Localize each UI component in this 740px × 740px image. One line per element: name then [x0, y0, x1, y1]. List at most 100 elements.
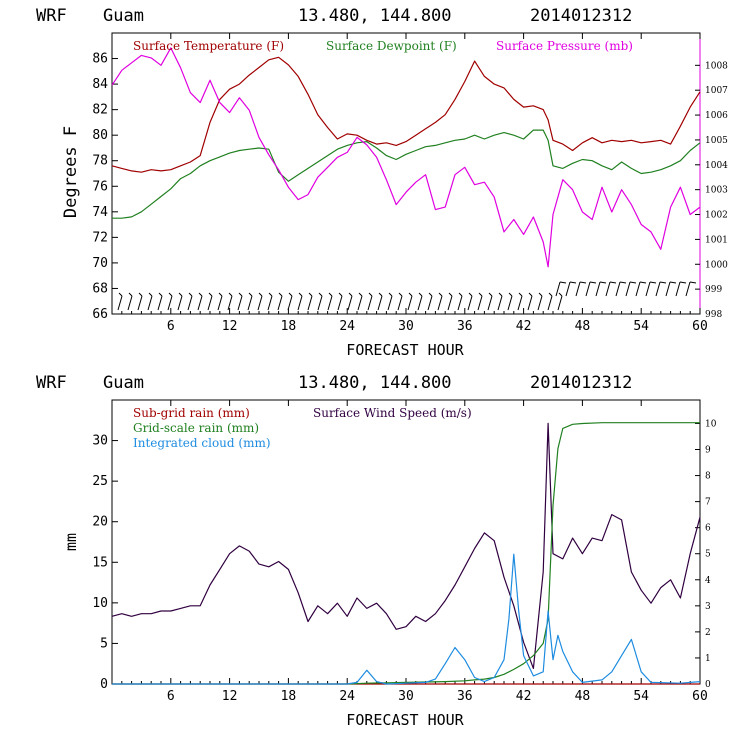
top-ytick-label-7: 80: [92, 128, 108, 143]
wind-barb-9: [207, 295, 213, 311]
bottom-y2tick-label-2: 2: [705, 628, 711, 638]
legend-surface-wind-speed: Surface Wind Speed (m/s): [313, 406, 472, 420]
wind-barb-flag-18: [298, 292, 303, 297]
top-ytick-label-0: 66: [92, 307, 108, 322]
top-y2tick-label-2: 1000: [705, 260, 728, 270]
bottom-ytick-label-5: 25: [92, 474, 108, 489]
wind-barb-late-1: [565, 281, 571, 297]
wind-barb-flag-4: [158, 292, 163, 297]
bottom-header-run: 2014012312: [530, 373, 632, 393]
bottom-y2tick-label-4: 4: [705, 576, 711, 586]
wind-barb-late-4: [595, 281, 601, 297]
bottom-xtick-label-2: 18: [281, 689, 297, 704]
wind-barb-21: [327, 295, 333, 311]
wind-barb-flag-19: [308, 292, 313, 297]
wind-barb-39: [507, 295, 513, 311]
wind-barb-16: [277, 295, 283, 311]
wind-barb-flag-40: [518, 292, 523, 297]
wind-barb-flag-7: [188, 292, 193, 297]
wind-barb-late-flag-8: [639, 281, 647, 284]
wind-barb-late-3: [585, 281, 591, 297]
bottom-ytick-label-1: 5: [100, 636, 108, 651]
top-xtick-label-6: 42: [516, 319, 532, 334]
top-header-coords: 13.480, 144.800: [298, 6, 452, 26]
top-ytick-label-9: 84: [92, 77, 108, 92]
wind-barb-38: [497, 295, 503, 311]
wind-barb-late-flag-11: [669, 281, 677, 284]
wind-barb-23: [347, 295, 353, 311]
wind-barb-1: [127, 295, 133, 311]
wind-barb-31: [427, 295, 433, 311]
wind-barb-40: [517, 295, 523, 311]
wind-barb-42: [537, 295, 543, 311]
wind-barb-flag-2: [138, 292, 143, 297]
top-y2tick-label-4: 1002: [705, 211, 728, 221]
wind-barb-flag-29: [408, 292, 413, 297]
wind-barb-44: [557, 295, 563, 311]
bottom-ytick-label-0: 0: [100, 677, 108, 692]
wind-barb-flag-11: [228, 292, 233, 297]
top-ytick-label-5: 76: [92, 179, 108, 194]
legend-surface-temperature: Surface Temperature (F): [133, 39, 284, 53]
wind-barb-flag-39: [508, 292, 513, 297]
wind-barb-22: [337, 295, 343, 311]
wind-barb-flag-16: [278, 292, 283, 297]
wind-barb-flag-5: [168, 292, 173, 297]
bottom-ytick-label-4: 20: [92, 515, 108, 530]
legend-surface-pressure: Surface Pressure (mb): [496, 39, 633, 53]
top-xtick-label-3: 24: [339, 319, 355, 334]
top-series-surface-dewpoint-f: [112, 129, 701, 219]
wind-barb-15: [267, 295, 273, 311]
wind-barb-late-flag-0: [559, 281, 567, 284]
wind-barb-late-flag-1: [569, 281, 577, 284]
wind-barb-flag-25: [368, 292, 373, 297]
wind-barb-flag-33: [448, 292, 453, 297]
wind-barb-late-13: [685, 281, 691, 297]
wind-barb-27: [387, 295, 393, 311]
wind-barb-flag-28: [398, 292, 403, 297]
top-y2tick-label-5: 1003: [705, 186, 728, 196]
wind-barb-late-8: [635, 281, 641, 297]
top-ytick-label-6: 78: [92, 154, 108, 169]
top-y2tick-label-6: 1004: [705, 161, 728, 171]
bottom-plot-area: 6 12 18 24 30 36 42 48 54 60051015202530012345678…: [92, 399, 717, 704]
top-y2tick-label-7: 1005: [705, 136, 728, 146]
top-plot-area: 6 12 18 24 30 36 42 48 54 60 66 68 70 72 74 76 78 80 82 84 8…: [92, 32, 728, 334]
top-yaxis-label: Degrees F: [61, 126, 81, 218]
bottom-xaxis-label: FORECAST HOUR: [346, 711, 464, 729]
wind-barb-flag-23: [348, 292, 353, 297]
bottom-xtick-label-5: 36: [457, 689, 473, 704]
wind-barb-24: [357, 295, 363, 311]
wind-barb-18: [297, 295, 303, 311]
wind-barb-7: [187, 295, 193, 311]
top-header-run: 2014012312: [530, 6, 632, 26]
top-series-surface-pressure-mb: [111, 47, 701, 268]
bottom-header-coords: 13.480, 144.800: [298, 373, 452, 393]
wind-barb-late-2: [575, 281, 581, 297]
wind-barb-20: [317, 295, 323, 311]
wind-barb-12: [237, 295, 243, 311]
wind-barb-35: [467, 295, 473, 311]
wind-barb-14: [257, 295, 263, 311]
wind-barb-13: [247, 295, 253, 311]
top-y2tick-label-0: 998: [705, 310, 722, 320]
wind-barb-flag-10: [218, 292, 223, 297]
bottom-series-integrated-cloud-mm: [112, 553, 701, 685]
wind-barb-late-flag-2: [579, 281, 587, 284]
wind-barb-flag-3: [148, 292, 153, 297]
wind-barb-3: [147, 295, 153, 311]
top-xtick-label-0: 6: [167, 319, 175, 334]
wind-barb-29: [407, 295, 413, 311]
wind-barb-flag-31: [428, 292, 433, 297]
wind-barb-flag-38: [498, 292, 503, 297]
wind-barb-25: [367, 295, 373, 311]
wind-barb-10: [217, 295, 223, 311]
wind-barb-2: [137, 295, 143, 311]
wind-barb-flag-20: [318, 292, 323, 297]
bottom-yaxis-label: mm: [62, 533, 80, 551]
bottom-y2tick-label-1: 1: [705, 654, 711, 664]
wind-barb-late-11: [665, 281, 671, 297]
wind-barb-flag-26: [378, 292, 383, 297]
wind-barb-flag-24: [358, 292, 363, 297]
wind-barb-17: [287, 295, 293, 311]
